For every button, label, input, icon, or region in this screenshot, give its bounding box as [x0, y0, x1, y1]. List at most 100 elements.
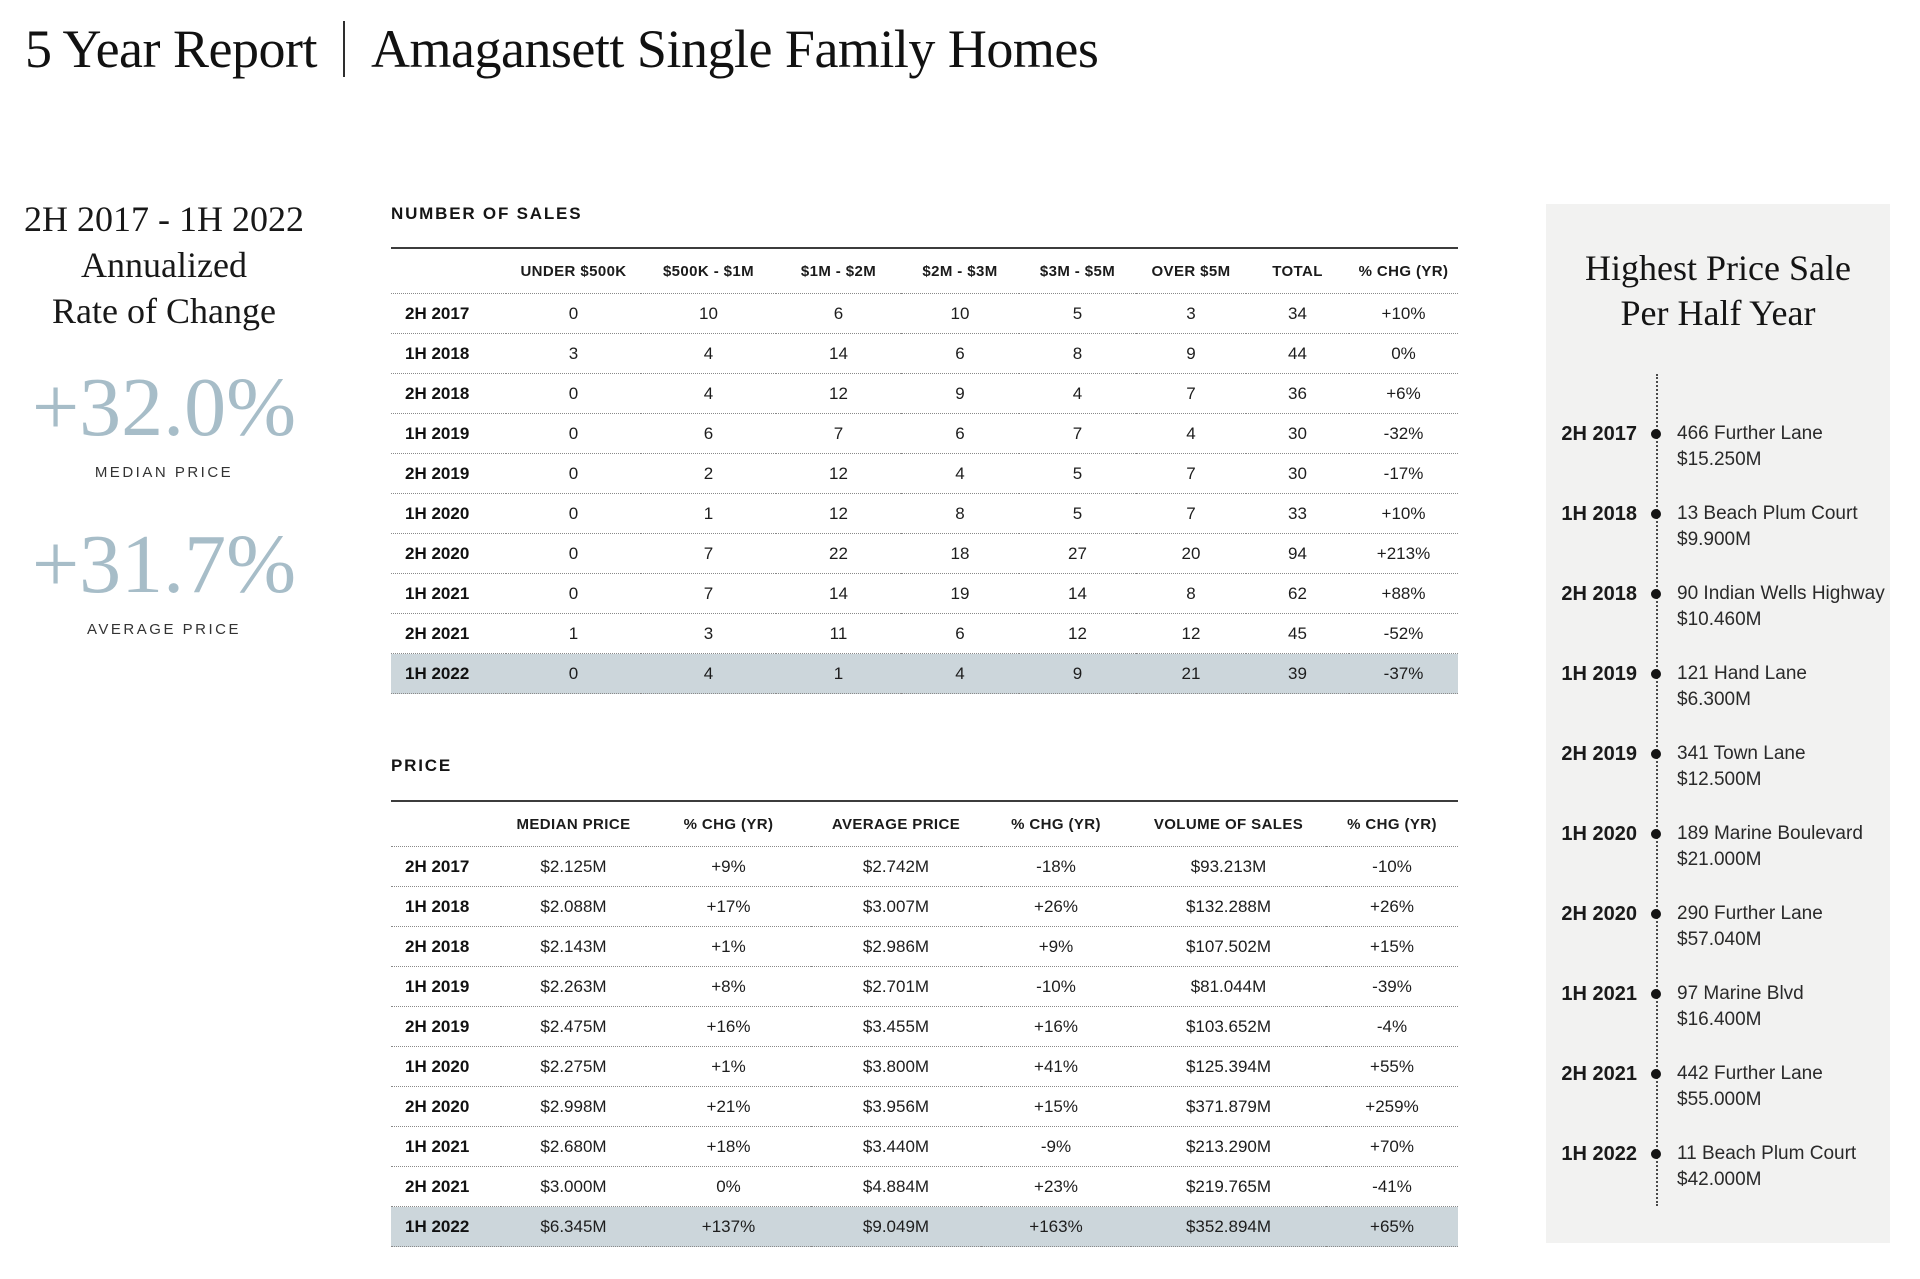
row-label: 1H 2018: [391, 333, 506, 374]
row-label: 2H 2017: [391, 846, 501, 887]
cell: $2.143M: [501, 926, 646, 967]
timeline-period: 1H 2018: [1561, 503, 1637, 525]
cell: 30: [1246, 453, 1349, 494]
cell: +26%: [981, 886, 1131, 927]
summary-period-line-1: 2H 2017 - 1H 2022: [24, 199, 304, 239]
cell: +65%: [1326, 1206, 1458, 1247]
cell: 7: [1136, 453, 1246, 494]
timeline-period: 1H 2021: [1561, 983, 1637, 1005]
timeline-entry: 1H 2019 121 Hand Lane $6.300M: [1546, 661, 1890, 741]
row-label: 1H 2021: [391, 1126, 501, 1167]
timeline-price: $15.250M: [1677, 449, 1762, 470]
timeline-price: $55.000M: [1677, 1089, 1762, 1110]
panel-title-line-1: Highest Price Sale: [1585, 248, 1851, 288]
timeline-address: 121 Hand Lane: [1677, 663, 1807, 684]
timeline-dot-icon: [1651, 989, 1661, 999]
timeline-address: 341 Town Lane: [1677, 743, 1806, 764]
timeline-price: $16.400M: [1677, 1009, 1762, 1030]
price-table-body: 2H 2017 $2.125M +9% $2.742M -18% $93.213M -10%…: [391, 846, 1458, 1247]
cell: 7: [1019, 413, 1136, 454]
column-header: $500K - $1M: [641, 248, 776, 294]
cell: 12: [1136, 613, 1246, 654]
timeline-price: $42.000M: [1677, 1169, 1762, 1190]
timeline-address: 90 Indian Wells Highway: [1677, 583, 1885, 604]
timeline-text: 341 Town Lane $12.500M: [1677, 741, 1887, 793]
timeline-period: 2H 2020: [1561, 903, 1637, 925]
cell: $81.044M: [1131, 966, 1326, 1007]
timeline-dot-icon: [1651, 589, 1661, 599]
cell: 0: [506, 293, 641, 334]
cell: 11: [776, 613, 901, 654]
column-header: $3M - $5M: [1019, 248, 1136, 294]
cell: 0: [506, 453, 641, 494]
price-table-head: MEDIAN PRICE% CHG (YR) AVERAGE PRICE% CHG…: [391, 801, 1458, 847]
cell: $3.455M: [811, 1006, 981, 1047]
table-row: 2H 2021 $3.000M 0% $4.884M +23% $219.765M -41%: [391, 1166, 1458, 1207]
cell: 9: [1136, 333, 1246, 374]
table-row: 2H 2018 $2.143M +1% $2.986M +9% $107.502M +15%: [391, 926, 1458, 967]
cell: $3.800M: [811, 1046, 981, 1087]
table-row: 1H 2018 $2.088M +17% $3.007M +26% $132.288M +2…: [391, 886, 1458, 927]
timeline-text: 121 Hand Lane $6.300M: [1677, 661, 1887, 713]
timeline-price: $21.000M: [1677, 849, 1762, 870]
timeline-period: 1H 2020: [1561, 823, 1637, 845]
cell: 12: [776, 453, 901, 494]
cell: -10%: [981, 966, 1131, 1007]
cell: 62: [1246, 573, 1349, 614]
timeline-text: 290 Further Lane $57.040M: [1677, 901, 1887, 953]
cell: -17%: [1349, 453, 1458, 494]
cell: 34: [1246, 293, 1349, 334]
cell: 3: [641, 613, 776, 654]
table-row: 1H 2019 $2.263M +8% $2.701M -10% $81.044M -39%: [391, 966, 1458, 1007]
cell: +8%: [646, 966, 811, 1007]
title-divider: [342, 21, 345, 77]
timeline-entry: 1H 2020 189 Marine Boulevard $21.000M: [1546, 821, 1890, 901]
cell: +10%: [1349, 293, 1458, 334]
row-label: 2H 2020: [391, 1086, 501, 1127]
cell: $3.956M: [811, 1086, 981, 1127]
cell: -37%: [1349, 653, 1458, 694]
timeline-entry: 1H 2021 97 Marine Blvd $16.400M: [1546, 981, 1890, 1061]
column-header: % CHG (YR): [646, 801, 811, 847]
cell: +9%: [646, 846, 811, 887]
cell: +6%: [1349, 373, 1458, 414]
table-row: 1H 2018 3 4 14 6 8 9 44 0%: [391, 333, 1458, 374]
cell: 7: [776, 413, 901, 454]
cell: 12: [776, 373, 901, 414]
table-row: 1H 2020 $2.275M +1% $3.800M +41% $125.394M +55…: [391, 1046, 1458, 1087]
column-header: TOTAL: [1246, 248, 1349, 294]
column-header: AVERAGE PRICE: [811, 801, 981, 847]
cell: -10%: [1326, 846, 1458, 887]
cell: 2: [641, 453, 776, 494]
timeline-text: 189 Marine Boulevard $21.000M: [1677, 821, 1887, 873]
cell: 7: [1136, 373, 1246, 414]
cell: 8: [901, 493, 1019, 534]
timeline-dot-icon: [1651, 1069, 1661, 1079]
cell: 6: [901, 613, 1019, 654]
panel-title: Highest Price Sale Per Half Year: [1546, 246, 1890, 336]
cell: 10: [901, 293, 1019, 334]
median-price-change-value: +32.0%: [31, 361, 297, 454]
sales-section-title: NUMBER OF SALES: [391, 204, 583, 223]
column-header: % CHG (YR): [1349, 248, 1458, 294]
table-row: 2H 2019 $2.475M +16% $3.455M +16% $103.652M -4…: [391, 1006, 1458, 1047]
timeline-entry: 1H 2022 11 Beach Plum Court $42.000M: [1546, 1141, 1890, 1221]
page-title-right: Amagansett Single Family Homes: [370, 19, 1099, 79]
timeline-address: 189 Marine Boulevard: [1677, 823, 1863, 844]
page-title-left: 5 Year Report: [25, 19, 317, 79]
cell: 18: [901, 533, 1019, 574]
cell: 21: [1136, 653, 1246, 694]
cell: 1: [776, 653, 901, 694]
cell: +23%: [981, 1166, 1131, 1207]
cell: 20: [1136, 533, 1246, 574]
cell: 9: [1019, 653, 1136, 694]
row-label: 1H 2020: [391, 1046, 501, 1087]
cell: -41%: [1326, 1166, 1458, 1207]
timeline-period: 2H 2017: [1561, 423, 1637, 445]
cell: 14: [776, 333, 901, 374]
cell: 0: [506, 373, 641, 414]
row-label: 2H 2018: [391, 926, 501, 967]
column-header: OVER $5M: [1136, 248, 1246, 294]
cell: 94: [1246, 533, 1349, 574]
cell: 5: [1019, 293, 1136, 334]
